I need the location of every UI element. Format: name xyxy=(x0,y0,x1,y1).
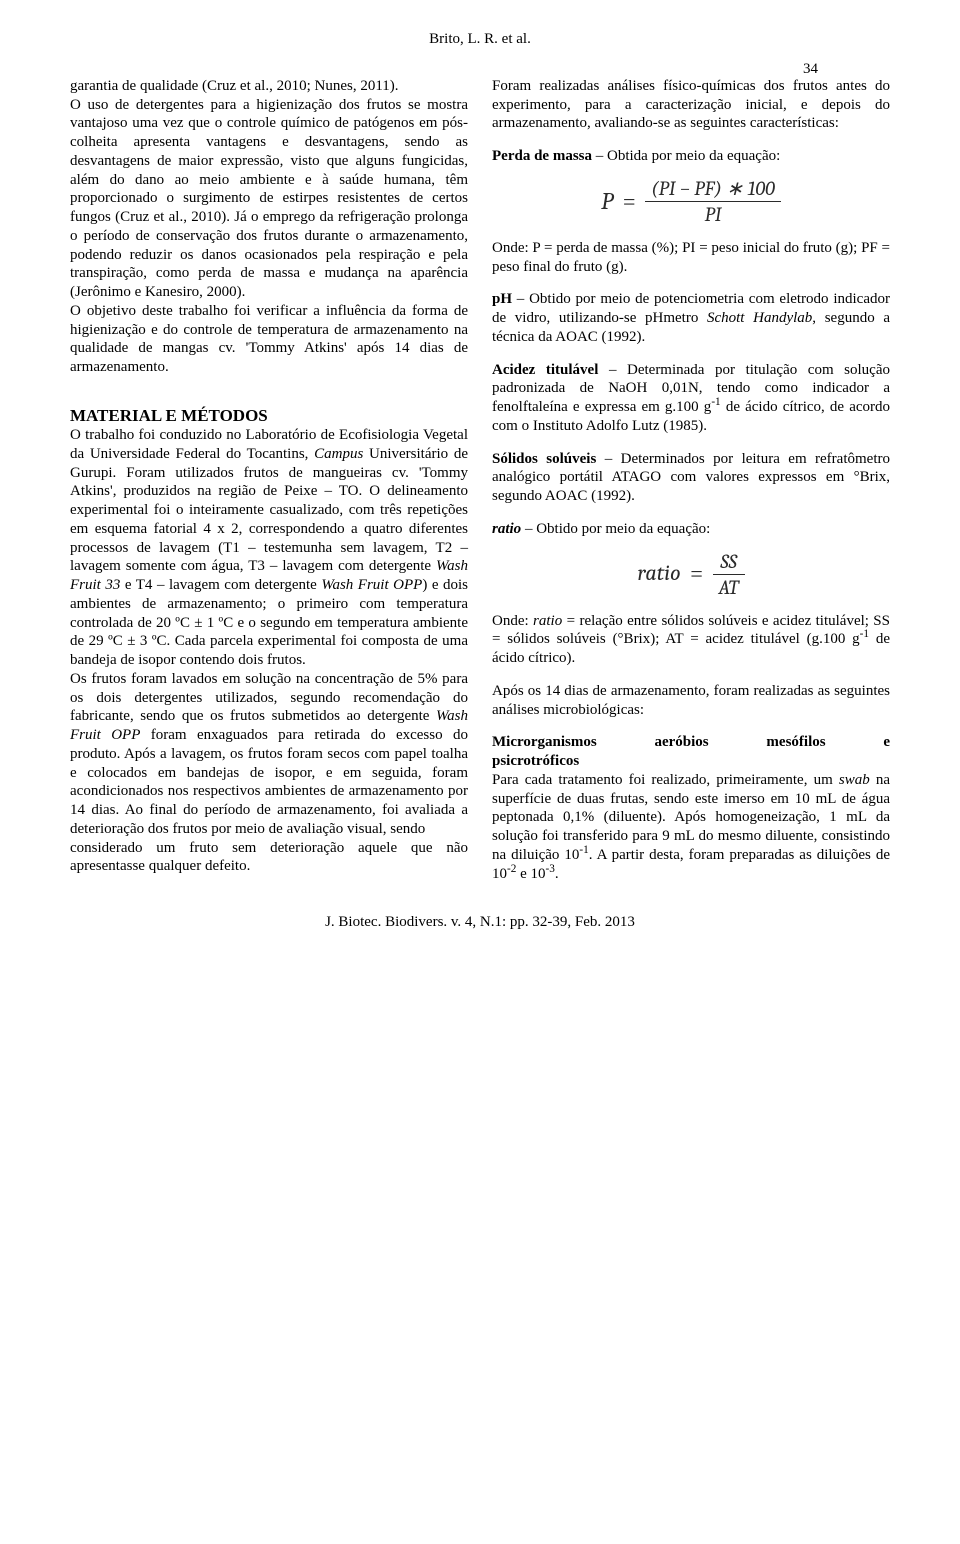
term-label: Sólidos solúveis xyxy=(492,451,596,467)
term-text: – Obtida por meio da equação: xyxy=(592,148,780,164)
body-paragraph: considerado um fruto sem deterioração aq… xyxy=(70,839,468,877)
body-paragraph: Os frutos foram lavados em solução na co… xyxy=(70,670,468,839)
instrument-name: Schott Handylab xyxy=(707,310,812,326)
term-label: ratio xyxy=(492,521,521,537)
running-authors: Brito, L. R. et al. xyxy=(429,31,531,47)
ph-paragraph: pH – Obtido por meio de potenciometria c… xyxy=(492,290,890,346)
eq-lhs: P xyxy=(601,186,613,216)
solidos-paragraph: Sólidos solúveis – Determinados por leit… xyxy=(492,450,890,506)
eq-numerator: SS xyxy=(713,549,745,575)
swab-italic: swab xyxy=(839,772,870,788)
superscript: -2 xyxy=(507,863,516,875)
eq-denominator: AT xyxy=(713,575,745,600)
equation-ratio: ratio = SS AT xyxy=(492,549,890,600)
acidez-paragraph: Acidez titulável – Determinada por titul… xyxy=(492,361,890,436)
eq-lhs: ratio xyxy=(637,560,680,588)
ratio-italic: ratio xyxy=(533,613,562,629)
body-text: e 10 xyxy=(516,866,545,882)
eq-numerator: (PI − PF) ∗ 100 xyxy=(645,176,781,202)
body-paragraph: garantia de qualidade (Cruz et al., 2010… xyxy=(70,77,468,96)
term-label: Microrganismos aeróbios mesófilos e xyxy=(492,734,890,750)
eq-equals: = xyxy=(690,560,702,588)
term-label: pH xyxy=(492,291,512,307)
term-text: – Obtido por meio da equação: xyxy=(521,521,710,537)
body-paragraph: Após os 14 dias de armazenamento, foram … xyxy=(492,682,890,720)
journal-footer: J. Biotec. Biodivers. v. 4, N.1: pp. 32-… xyxy=(70,913,890,932)
body-text: . xyxy=(555,866,559,882)
equation-perda-massa: P = (PI − PF) ∗ 100 PI xyxy=(492,176,890,227)
superscript: -1 xyxy=(860,628,869,640)
superscript: -1 xyxy=(579,844,588,856)
two-column-body: garantia de qualidade (Cruz et al., 2010… xyxy=(70,77,890,884)
microorganisms-heading-2: psicrotróficos xyxy=(492,752,890,771)
term-label: Perda de massa xyxy=(492,148,592,164)
page-number: 34 xyxy=(803,60,818,79)
body-paragraph: O trabalho foi conduzido no Laboratório … xyxy=(70,426,468,670)
ratio-paragraph: ratio – Obtido por meio da equação: xyxy=(492,520,890,539)
equation-legend: Onde: ratio = relação entre sólidos solú… xyxy=(492,612,890,668)
eq-denominator: PI xyxy=(645,202,781,227)
body-text: Os frutos foram lavados em solução na co… xyxy=(70,671,468,837)
running-head: Brito, L. R. et al. 34 xyxy=(70,30,890,49)
body-paragraph: O uso de detergentes para a higienização… xyxy=(70,96,468,302)
term-label: psicrotróficos xyxy=(492,753,579,769)
body-paragraph: Foram realizadas análises físico-química… xyxy=(492,77,890,133)
microorganisms-heading: Microrganismos aeróbios mesófilos e xyxy=(492,733,890,752)
body-text: Para cada tratamento foi realizado, prim… xyxy=(492,772,839,788)
superscript: -3 xyxy=(546,863,555,875)
superscript: -1 xyxy=(711,396,720,408)
section-heading-materials: MATERIAL E MÉTODOS xyxy=(70,405,468,426)
legend-text: Onde: xyxy=(492,613,533,629)
equation-legend: Onde: P = perda de massa (%); PI = peso … xyxy=(492,239,890,277)
perda-de-massa: Perda de massa – Obtida por meio da equa… xyxy=(492,147,890,166)
body-text: O trabalho foi conduzido no Laboratório … xyxy=(70,427,468,668)
body-paragraph: Para cada tratamento foi realizado, prim… xyxy=(492,771,890,884)
term-label: Acidez titulável xyxy=(492,362,598,378)
body-paragraph: O objetivo deste trabalho foi verificar … xyxy=(70,302,468,377)
eq-equals: = xyxy=(623,188,635,216)
